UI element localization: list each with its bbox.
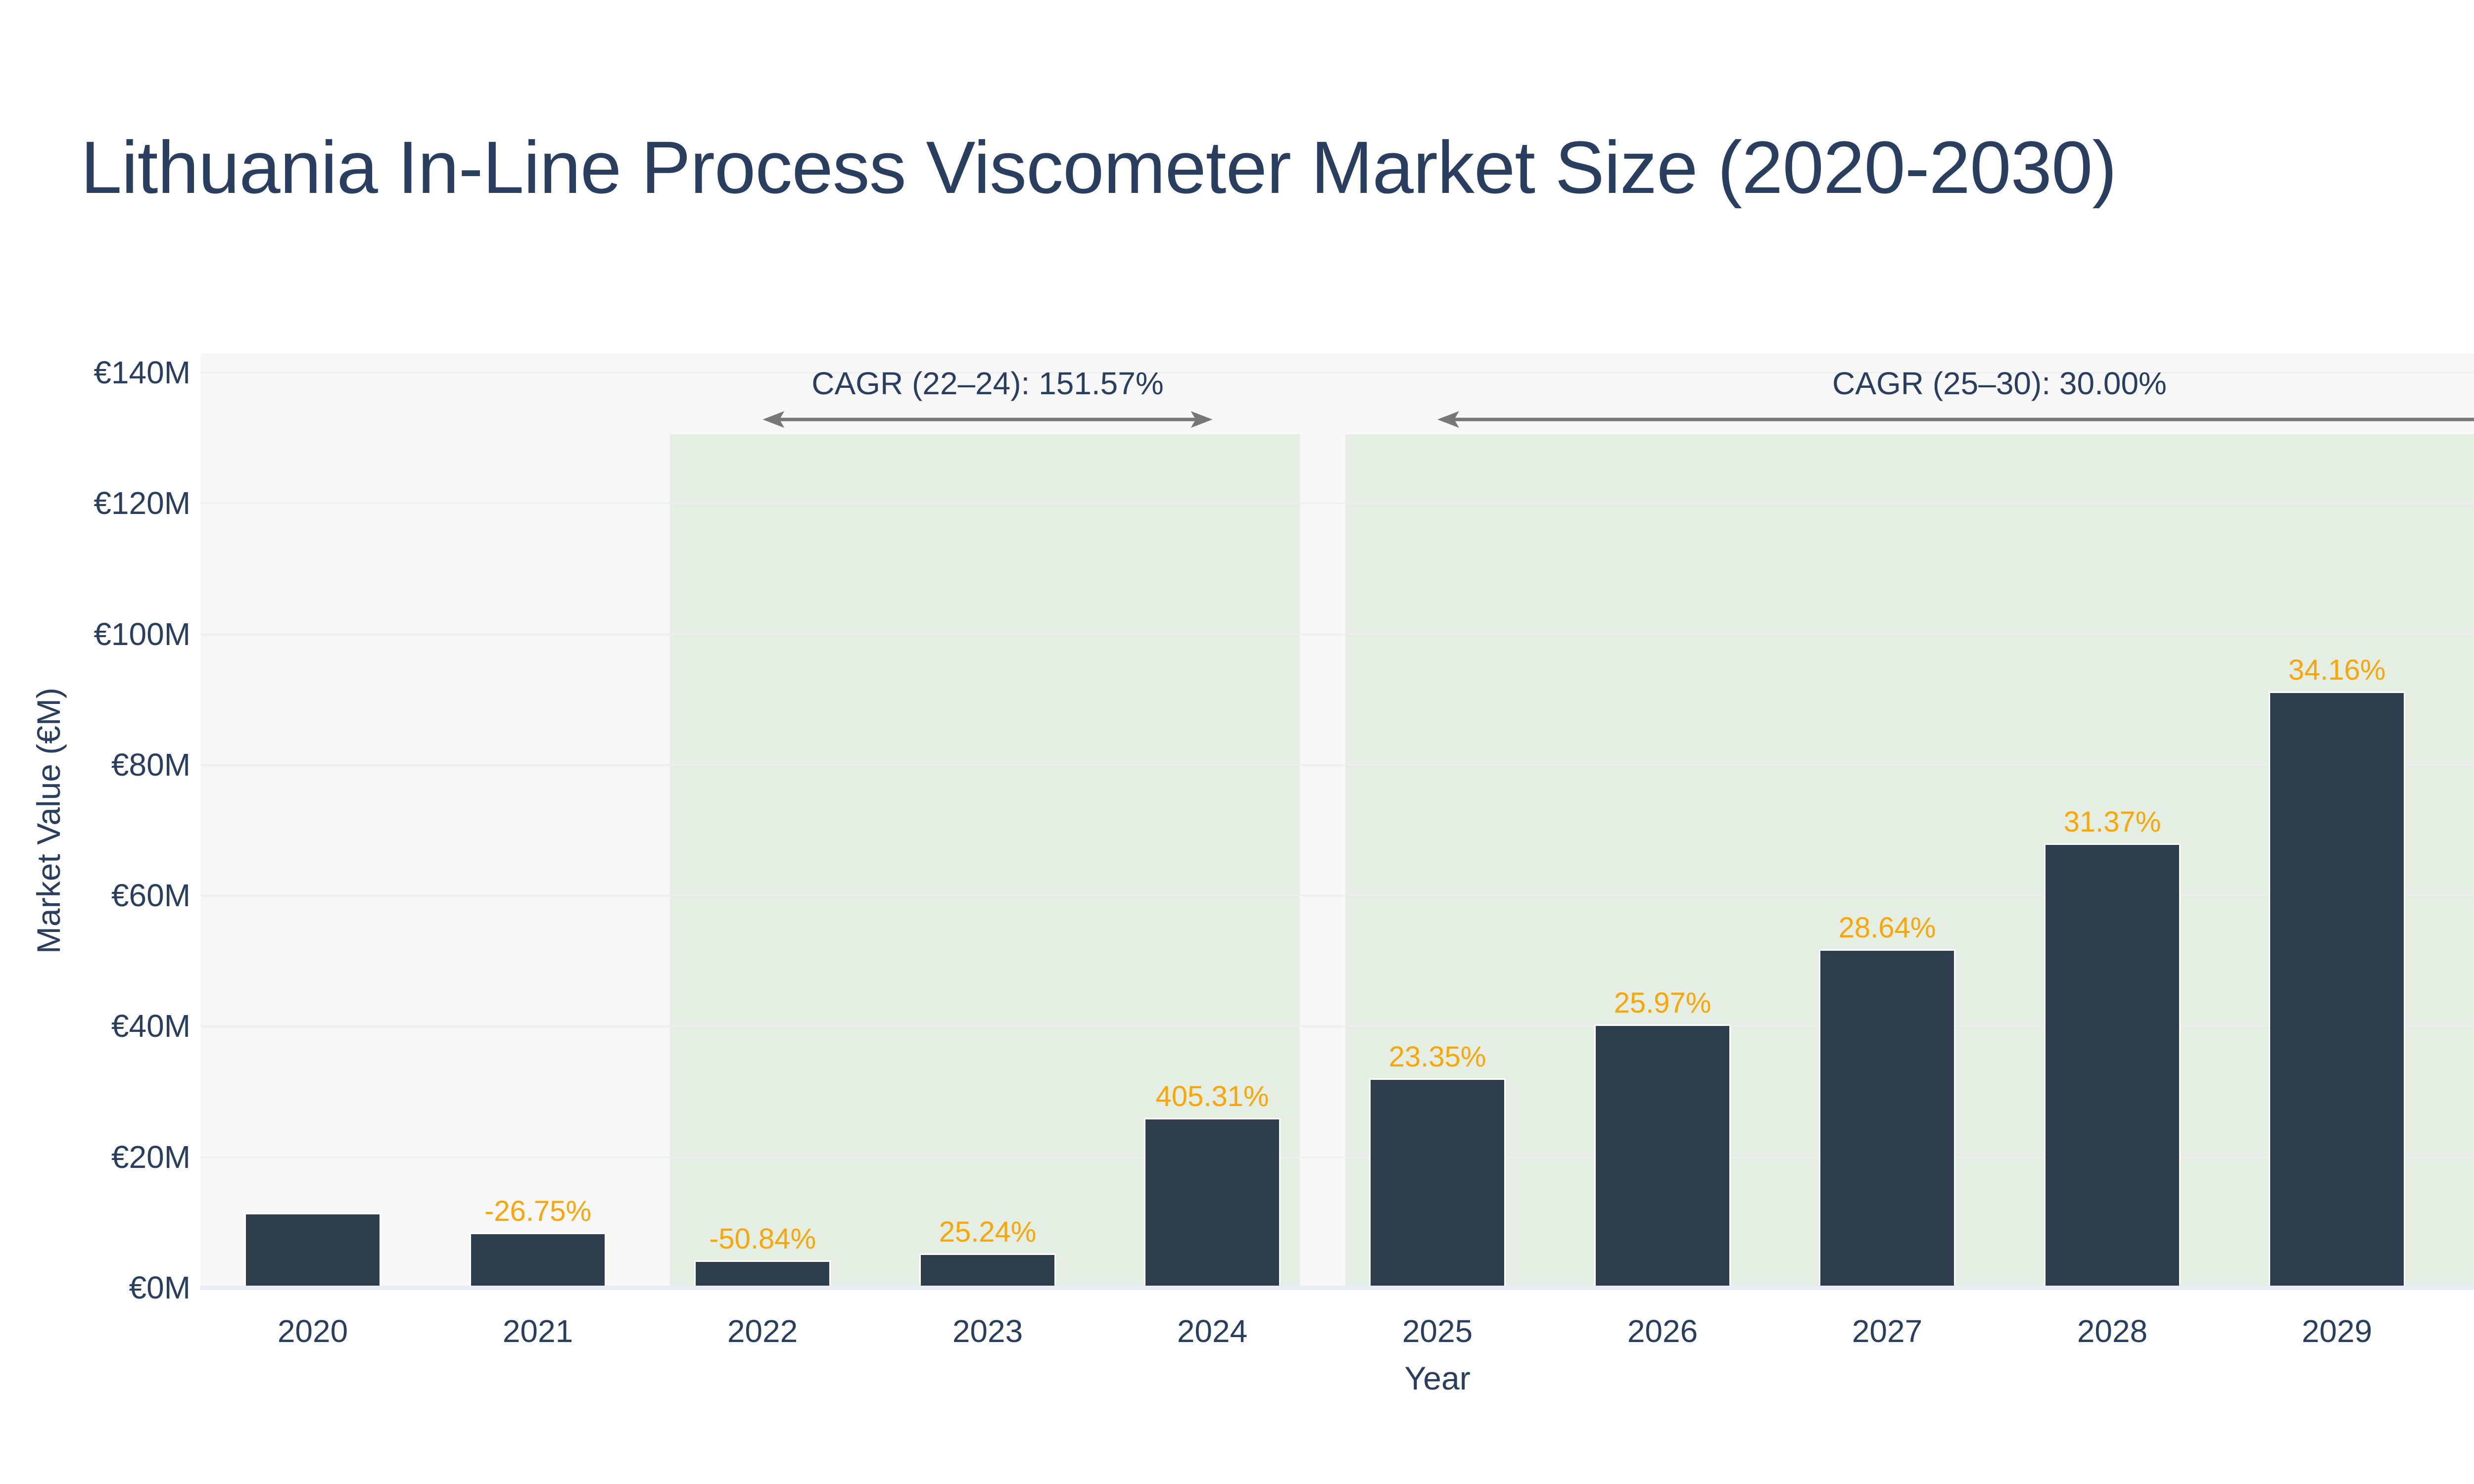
y-tick-€60M: €60M — [111, 878, 190, 913]
x-tick-2030: 2030 — [2458, 1313, 2474, 1349]
bar-label-2022: -50.84% — [709, 1223, 816, 1255]
bar-label-2024: 405.31% — [1155, 1080, 1269, 1113]
bar-label-2028: 31.37% — [2063, 806, 2161, 838]
x-tick-2021: 2021 — [502, 1313, 573, 1349]
bar-2022[interactable] — [694, 1260, 831, 1287]
bar-label-2021: -26.75% — [484, 1195, 592, 1227]
gridline-120 — [200, 503, 2474, 504]
y-tick-€40M: €40M — [111, 1008, 190, 1044]
x-tick-2027: 2027 — [1852, 1313, 1923, 1349]
gridline-40 — [200, 1025, 2474, 1027]
bar-2024[interactable] — [1144, 1118, 1281, 1287]
gridline-60 — [200, 895, 2474, 896]
bar-label-2026: 25.97% — [1614, 987, 1712, 1019]
bar-label-2030: 37.00% — [2409, 433, 2474, 467]
bar-label-2029: 34.16% — [2288, 654, 2386, 686]
x-tick-2026: 2026 — [1627, 1313, 1698, 1349]
x-tick-2025: 2025 — [1402, 1313, 1473, 1349]
gridline-20 — [200, 1157, 2474, 1158]
y-tick-€0M: €0M — [129, 1270, 191, 1305]
zero-line — [200, 1286, 2474, 1290]
x-tick-2024: 2024 — [1177, 1313, 1248, 1349]
bar-2027[interactable] — [1819, 949, 1955, 1287]
x-axis-title: Year — [1404, 1360, 1471, 1396]
x-tick-2020: 2020 — [277, 1313, 348, 1349]
cagr-annotation-2: CAGR (25–30): 30.00% — [1832, 366, 2167, 401]
bar-2021[interactable] — [470, 1233, 606, 1287]
cagr-annotation-1: CAGR (22–24): 151.57% — [811, 366, 1164, 401]
y-tick-€120M: €120M — [94, 485, 190, 521]
gridline-100 — [200, 634, 2474, 635]
bar-2026[interactable] — [1594, 1024, 1731, 1287]
bar-2023[interactable] — [919, 1253, 1056, 1287]
x-tick-2029: 2029 — [2301, 1313, 2373, 1349]
bar-2028[interactable] — [2044, 843, 2181, 1287]
x-tick-2023: 2023 — [952, 1313, 1023, 1349]
gridline-80 — [200, 764, 2474, 766]
chart-title: Lithuania In-Line Process Viscometer Mar… — [81, 126, 2117, 209]
y-axis-title: Market Value (€M) — [30, 688, 67, 954]
bar-label-2023: 25.24% — [939, 1216, 1037, 1248]
bar-label-2025: 23.35% — [1388, 1041, 1486, 1073]
y-tick-€140M: €140M — [94, 355, 190, 390]
x-tick-2022: 2022 — [727, 1313, 798, 1349]
bar-2020[interactable] — [244, 1213, 381, 1287]
bar-label-2027: 28.64% — [1838, 912, 1936, 944]
bar-2029[interactable] — [2269, 692, 2405, 1287]
x-tick-2028: 2028 — [2077, 1313, 2148, 1349]
bar-2025[interactable] — [1369, 1078, 1506, 1287]
gridline-140 — [200, 372, 2474, 373]
y-tick-€80M: €80M — [111, 747, 190, 783]
y-tick-€100M: €100M — [94, 616, 190, 652]
y-tick-€20M: €20M — [111, 1139, 190, 1175]
